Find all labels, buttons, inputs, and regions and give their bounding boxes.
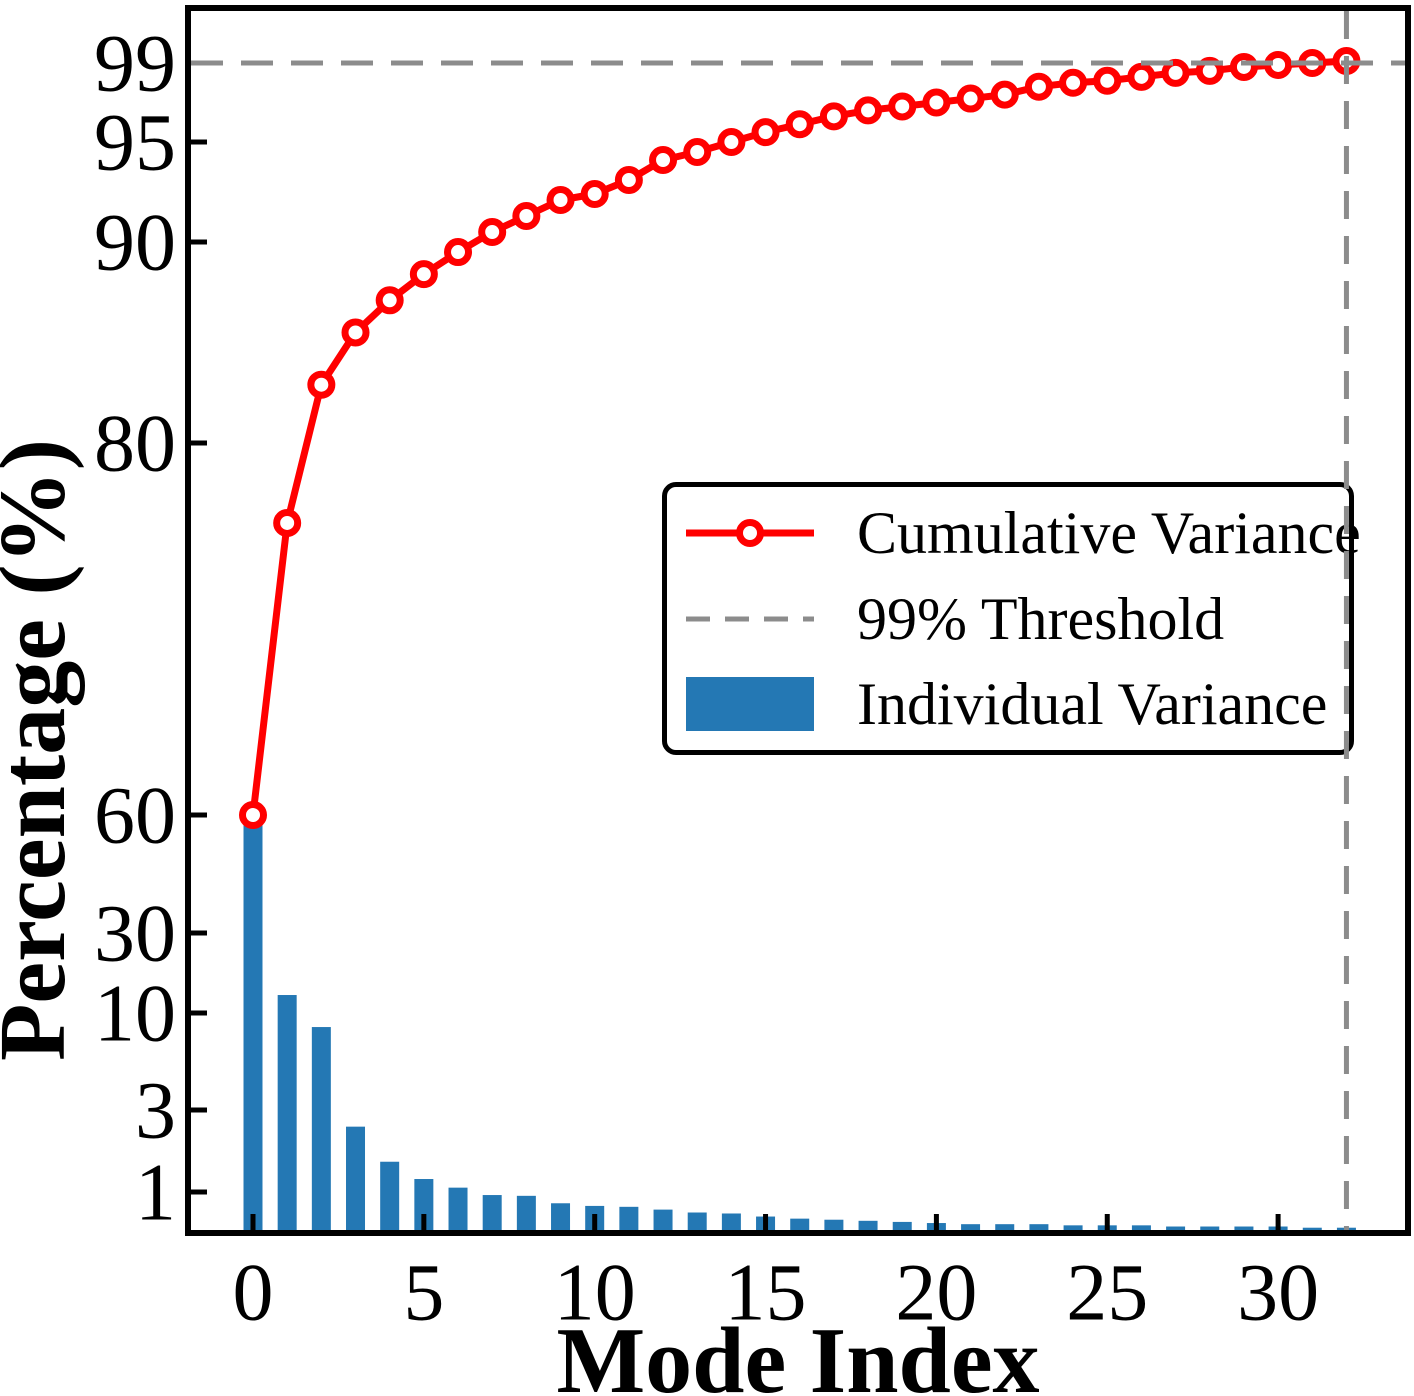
legend-item-cumulative-variance: Cumulative Variance	[685, 493, 1361, 573]
variance-bar	[721, 1213, 741, 1231]
dashed-line-sample-icon	[686, 616, 814, 621]
y-axis-label: Percentage (%)	[0, 439, 85, 1061]
legend-label: 99% Threshold	[857, 585, 1225, 652]
variance-bar	[1302, 1227, 1322, 1231]
y-tick-label: 1	[135, 1147, 176, 1238]
cumulative-point	[956, 84, 985, 113]
cumulative-point	[580, 180, 609, 208]
cumulative-point	[375, 286, 404, 315]
y-tick-label: 30	[94, 888, 176, 979]
cumulative-point	[512, 202, 541, 230]
x-tick-label: 0	[233, 1247, 274, 1338]
cumulative-point	[785, 110, 814, 139]
variance-bar	[653, 1209, 673, 1231]
x-tick-label: 10	[554, 1247, 636, 1338]
variance-bar	[516, 1195, 536, 1231]
cumulative-point	[341, 318, 370, 347]
variance-bar	[414, 1179, 434, 1231]
variance-bar	[995, 1224, 1015, 1231]
bar-swatch-icon	[686, 677, 814, 732]
cumulative-point	[1229, 52, 1258, 81]
y-tick-label: 60	[94, 770, 176, 861]
variance-bar	[619, 1206, 639, 1231]
variance-bar	[1063, 1225, 1083, 1231]
cumulative-point	[1298, 49, 1327, 77]
cumulative-point	[888, 92, 917, 121]
legend-label: Individual Variance	[857, 671, 1328, 738]
variance-bar	[448, 1187, 468, 1231]
variance-bar	[1234, 1226, 1254, 1231]
cumulative-point	[239, 801, 267, 829]
x-tick-label: 20	[895, 1247, 977, 1338]
cumulative-point	[922, 88, 951, 117]
cumulative-point	[1195, 56, 1224, 85]
x-tick-label: 5	[403, 1247, 444, 1338]
variance-bar	[380, 1161, 400, 1231]
variance-bar	[1131, 1225, 1151, 1231]
x-tick-label: 15	[725, 1247, 807, 1338]
legend-item-99-threshold: 99% Threshold	[685, 579, 1349, 659]
x-tick-label: 30	[1237, 1247, 1319, 1338]
variance-bar	[311, 1027, 331, 1231]
y-tick-label: 99	[94, 18, 176, 109]
cumulative-point	[1127, 62, 1156, 91]
variance-bar	[1166, 1226, 1186, 1231]
y-tick-label: 95	[94, 97, 176, 188]
variance-bar	[892, 1221, 912, 1231]
cumulative-point	[409, 260, 438, 289]
variance-bar	[687, 1212, 707, 1231]
legend-item-individual-variance: Individual Variance	[685, 664, 1349, 744]
cumulative-point	[1161, 58, 1190, 87]
cumulative-point	[990, 80, 1019, 109]
x-tick-label: 25	[1066, 1247, 1148, 1338]
cumulative-point	[683, 138, 712, 166]
plot-border	[185, 5, 1411, 1236]
variance-bar	[790, 1218, 810, 1231]
y-tick-label: 3	[135, 1065, 176, 1156]
line-marker-sample-icon	[686, 518, 814, 547]
variance-bar	[858, 1220, 878, 1231]
y-tick-label: 90	[94, 197, 176, 288]
cumulative-point	[1264, 50, 1293, 79]
cumulative-point	[819, 102, 848, 131]
legend: Cumulative Variance 99% Threshold Indivi…	[662, 482, 1361, 755]
cumulative-point	[307, 370, 336, 399]
cumulative-point	[1024, 72, 1053, 101]
variance-bar	[961, 1224, 981, 1231]
cumulative-point	[854, 96, 883, 125]
cumulative-point	[614, 166, 643, 194]
variance-bar	[482, 1195, 502, 1231]
variance-bar	[551, 1203, 571, 1231]
x-axis-label: Mode Index	[556, 1309, 1039, 1396]
variance-bar	[824, 1219, 844, 1231]
cumulative-point	[717, 128, 746, 156]
cumulative-point	[1332, 47, 1361, 76]
cumulative-point	[1093, 66, 1122, 95]
y-tick-label: 10	[94, 968, 176, 1059]
cumulative-point	[1059, 68, 1088, 97]
cumulative-point	[273, 508, 302, 537]
cumulative-point	[649, 146, 678, 174]
variance-bar	[1029, 1224, 1049, 1231]
variance-bar	[243, 815, 263, 1231]
cumulative-point	[751, 118, 780, 147]
variance-bar	[277, 995, 297, 1231]
variance-bar	[1200, 1226, 1220, 1231]
cumulative-point	[546, 186, 575, 214]
cumulative-point	[444, 238, 473, 267]
y-tick-label: 80	[94, 398, 176, 489]
legend-label: Cumulative Variance	[857, 499, 1361, 566]
cumulative-point	[478, 218, 507, 246]
variance-bar	[346, 1126, 366, 1231]
